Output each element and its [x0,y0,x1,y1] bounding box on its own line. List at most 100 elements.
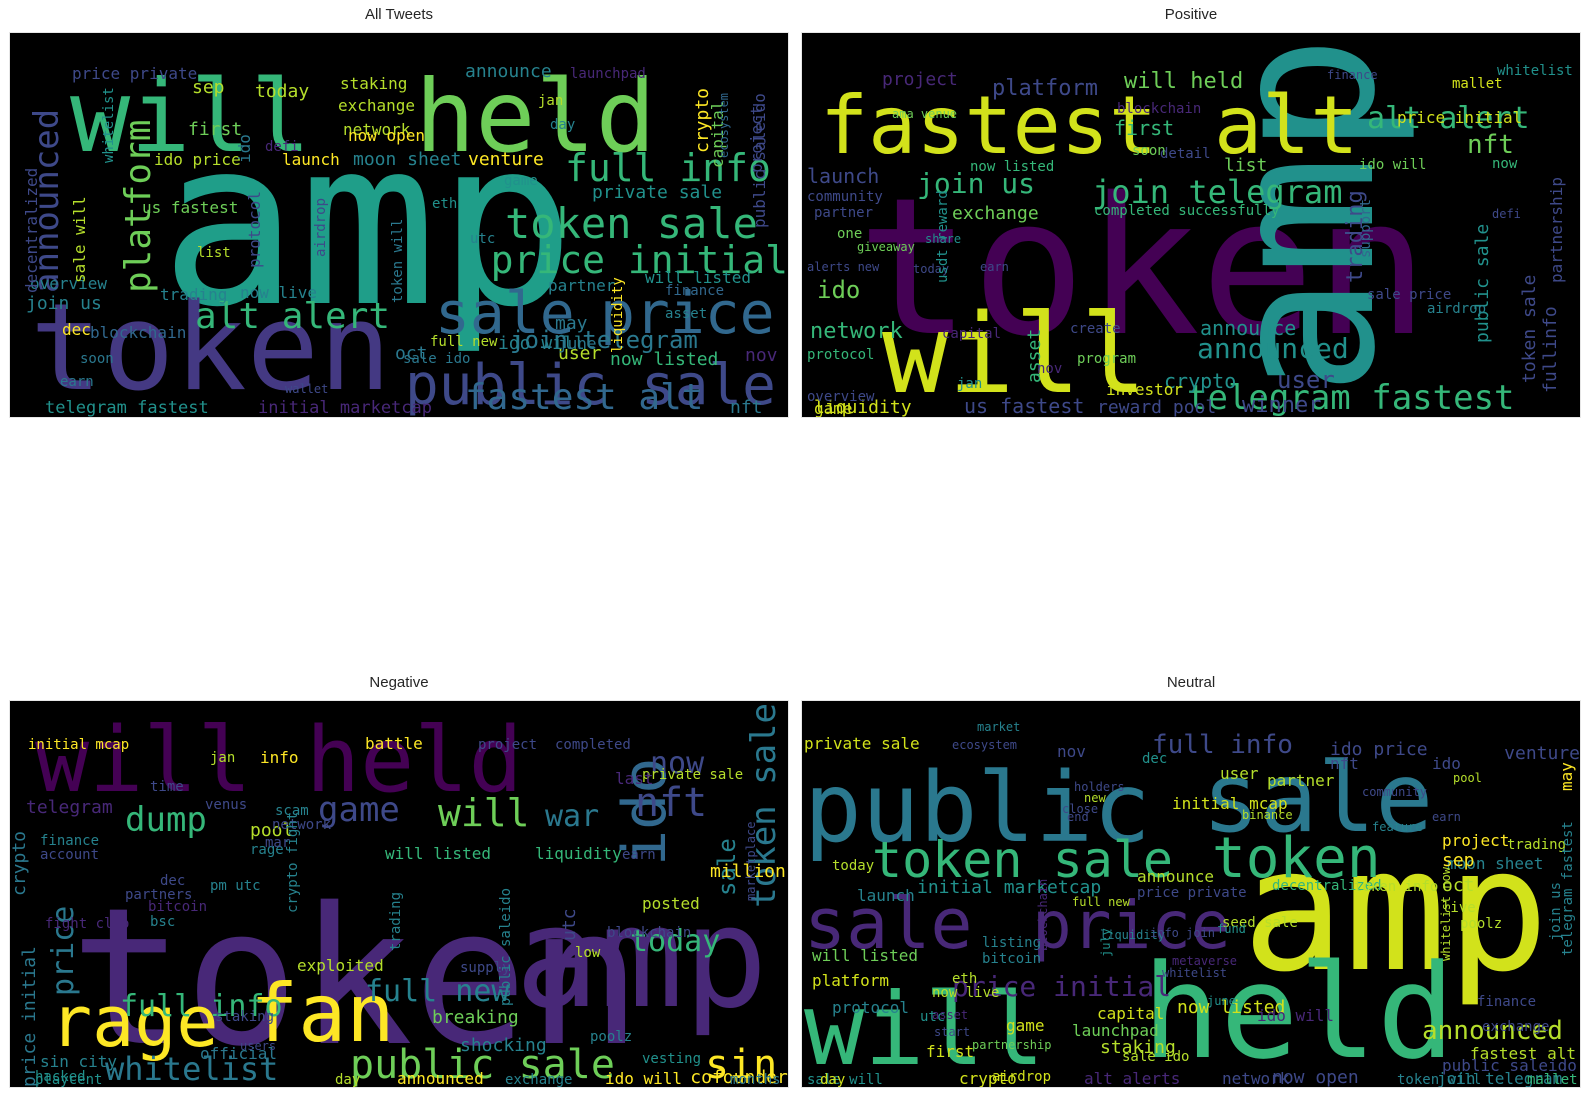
word-full-new: full new [430,334,498,350]
word-crypto: crypto [692,88,713,153]
word-utc: utc [470,231,495,247]
word-ido-price: ido price [1330,739,1428,760]
word-amp: amp [1242,812,1549,1010]
word-launch: launch [857,886,915,905]
word-alt-alert: alt alert [195,296,390,337]
word-account: account [40,847,99,863]
word-token-sale: token sale [744,703,784,908]
word-day: day [550,117,575,133]
word-poolz: poolz [590,1029,632,1045]
panel-title: Neutral [1166,674,1216,691]
word-start: start [934,1025,970,1039]
word-million: million [710,861,786,882]
word-public-sale: public sale [1472,224,1493,343]
word-trading: trading [388,892,404,951]
word-scam: scam [275,803,309,819]
word-whitelist: whitelist [105,1050,278,1088]
word-decentralized: decentralized [22,168,41,293]
word-staking: staking [215,1009,274,1025]
word-holders: holders [1074,780,1125,794]
word-whitelist: whitelist [101,87,117,163]
word-will-held: will held [1124,69,1243,94]
word-bsc: bsc [150,914,175,930]
word-will-listed: will listed [645,268,751,287]
word-listing: listing [982,935,1041,951]
word-may: may [1557,762,1576,791]
word-whitelist: whitelist [1162,966,1227,980]
word-ido: ido [1432,754,1461,773]
word-ido-price: ido price [154,150,241,169]
word-asset: asset [665,306,707,322]
word-amp: amp [1187,35,1420,396]
word-official: official [200,1044,277,1063]
word-finance: finance [1477,994,1536,1010]
word-airdrop: airdrop [1427,301,1486,317]
word-today: today [913,262,949,276]
word-create: create [1070,321,1121,337]
word-nft: nft [1467,130,1514,160]
word-telegram: telegram [26,797,113,818]
word-price-initial: price initial [491,238,788,282]
wordcloud-canvas: amp will held token public sale sale price toke… [9,32,789,418]
word-playcent: playcent [35,1072,102,1088]
word-public-saleido: public saleido [1442,1056,1577,1075]
word-sale: sale [713,838,741,896]
word-staking: staking [1100,1037,1176,1058]
word-soon: soon [80,351,114,367]
word-last: last [615,769,654,788]
word-sale-ido: sale ido [403,351,470,367]
word-sale-ido: sale ido [1122,1049,1189,1065]
word-fund: fund [1217,922,1246,936]
word-hacked: hacked [35,1069,86,1085]
word-sale: sale [1202,742,1433,854]
word-vesting: vesting [642,1051,701,1067]
word-launch: launch [807,164,879,188]
word-investor: investor [1106,380,1183,399]
word-posted: posted [642,894,700,913]
word-blockchain: blockchain [1036,879,1050,951]
word-crypto: crypto [959,1069,1017,1088]
word-eth: eth [432,196,457,212]
word-price-initial: price initial [952,970,1171,1003]
word-partner: partner [814,205,873,221]
word-eth: eth [952,971,977,987]
word-list: list [1224,155,1267,176]
word-sale-will: sale will [70,196,89,283]
word-rage: rage [50,981,219,1063]
word-nov: nov [1037,361,1062,377]
word-market: market [977,720,1020,734]
word-protocol: protocol [832,998,909,1017]
word-sale: sale [804,883,973,965]
word-partner: partner [548,276,616,295]
word-full-info: full info [565,146,771,190]
word-announced: announced [397,1069,484,1088]
word-finance: finance [1327,68,1378,82]
wordcloud-panel-neutral: Neutral public sale amp will held token sale t… [801,672,1581,1092]
word-price-private: price private [72,64,197,83]
word-sin: sin [705,1042,777,1088]
word-sale-price: sale price [1367,287,1451,303]
wordcloud-canvas: token amp will fastest alt join telegram teleg… [801,32,1581,418]
word-moon-sheet: moon sheet [1447,854,1543,873]
word-supply: supply [460,960,511,976]
word-ido-will: ido will [605,1069,682,1088]
word-user: user [558,343,602,364]
word-fastest: fastest [820,79,1157,172]
word-moon-sheet: moon sheet [353,149,461,170]
word-will-held: will held [35,708,523,813]
word-mar: mar [265,835,290,851]
word-initial-mcap: initial mcap [1172,794,1288,813]
word-jan: jan [538,93,563,109]
word-jan: jan [957,376,982,392]
word-partnership: partnership [1547,177,1566,283]
word-will: will [804,971,1045,1088]
word-partners: partners [125,887,192,903]
word-capital: capital [942,326,1001,342]
word-dec: dec [62,320,91,339]
word-fullinfo: fullinfo [1540,306,1561,393]
word-project: project [478,737,537,753]
word-crypto: crypto [1164,369,1236,393]
word-announced: announced [1422,1016,1563,1046]
word-jan: jan [210,750,235,766]
word-asset: asset [1024,329,1045,383]
